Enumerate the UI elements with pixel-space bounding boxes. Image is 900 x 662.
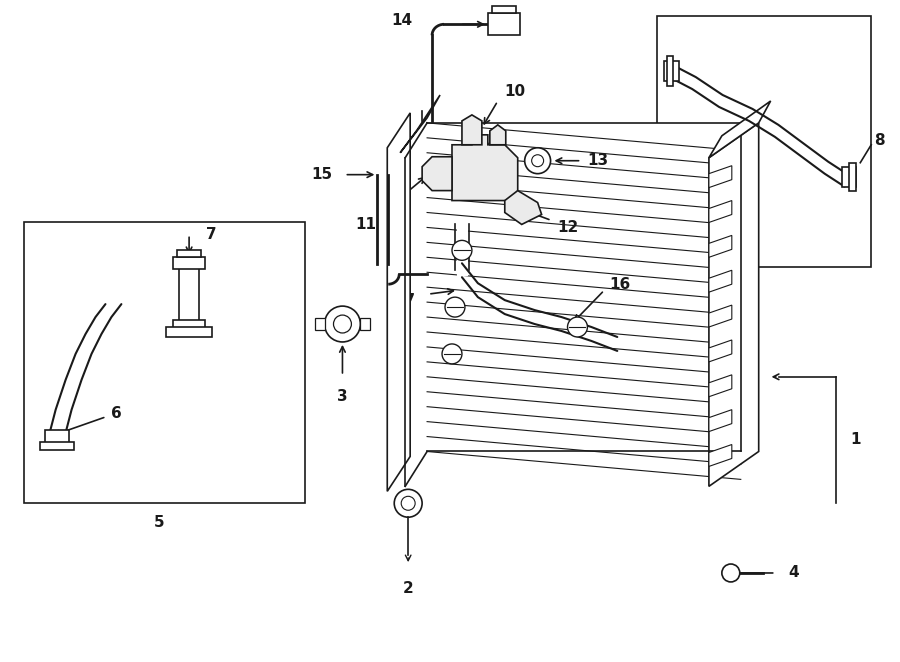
Polygon shape xyxy=(709,101,770,158)
Polygon shape xyxy=(488,13,519,35)
Polygon shape xyxy=(177,250,201,258)
Polygon shape xyxy=(40,442,74,449)
Circle shape xyxy=(445,297,465,317)
Circle shape xyxy=(722,564,740,582)
Polygon shape xyxy=(422,157,452,191)
Circle shape xyxy=(442,344,462,364)
Polygon shape xyxy=(387,113,410,491)
Circle shape xyxy=(452,240,472,260)
Circle shape xyxy=(325,306,360,342)
Polygon shape xyxy=(462,115,482,145)
Polygon shape xyxy=(664,61,679,81)
Polygon shape xyxy=(45,430,68,444)
Bar xyxy=(23,222,304,503)
Polygon shape xyxy=(709,305,732,327)
Text: 4: 4 xyxy=(788,565,799,581)
Polygon shape xyxy=(709,236,732,258)
Polygon shape xyxy=(400,95,440,153)
Polygon shape xyxy=(842,167,856,187)
Polygon shape xyxy=(709,340,732,362)
Polygon shape xyxy=(428,123,741,451)
Polygon shape xyxy=(490,125,506,145)
Polygon shape xyxy=(667,56,673,86)
Text: 15: 15 xyxy=(311,167,332,182)
Text: 8: 8 xyxy=(874,133,885,148)
Circle shape xyxy=(394,489,422,517)
Polygon shape xyxy=(360,318,370,330)
Bar xyxy=(657,17,871,267)
Text: 1: 1 xyxy=(850,432,860,447)
Polygon shape xyxy=(709,201,732,222)
Text: 16: 16 xyxy=(609,277,631,292)
Polygon shape xyxy=(709,123,759,487)
Circle shape xyxy=(568,317,588,337)
Polygon shape xyxy=(709,375,732,397)
Text: 17: 17 xyxy=(394,293,416,308)
Text: 14: 14 xyxy=(391,13,412,28)
Text: 6: 6 xyxy=(112,406,122,421)
Polygon shape xyxy=(850,163,856,191)
Polygon shape xyxy=(709,166,732,187)
Polygon shape xyxy=(173,320,205,330)
Polygon shape xyxy=(173,258,205,269)
Text: 7: 7 xyxy=(206,227,217,242)
Text: 10: 10 xyxy=(505,83,526,99)
Circle shape xyxy=(525,148,551,173)
Polygon shape xyxy=(709,410,732,432)
Text: 11: 11 xyxy=(355,218,376,232)
Text: 2: 2 xyxy=(403,581,414,596)
Polygon shape xyxy=(166,327,212,337)
Polygon shape xyxy=(315,318,325,330)
Text: 12: 12 xyxy=(557,220,579,235)
Polygon shape xyxy=(709,444,732,467)
Polygon shape xyxy=(491,7,516,13)
Text: 13: 13 xyxy=(588,153,608,168)
Polygon shape xyxy=(505,191,542,224)
Polygon shape xyxy=(709,270,732,292)
Text: 9: 9 xyxy=(742,278,752,293)
Text: 3: 3 xyxy=(338,389,347,404)
Text: 5: 5 xyxy=(154,515,165,530)
Polygon shape xyxy=(452,135,518,201)
